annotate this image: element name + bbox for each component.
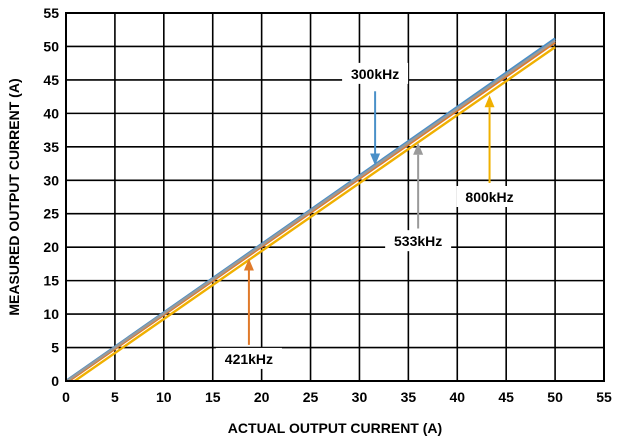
- annotation-arrowhead: [243, 258, 254, 271]
- x-tick-label: 50: [547, 389, 563, 405]
- annotation-arrowhead: [484, 95, 495, 108]
- annotation-421kHz: 421kHz: [215, 258, 282, 369]
- x-tick-label: 40: [449, 389, 465, 405]
- annotation-label-background: [456, 186, 523, 207]
- x-tick-label: 25: [303, 389, 319, 405]
- y-axis-title: MEASURED OUTPUT CURRENT (A): [6, 78, 22, 315]
- series-line-800kHz: [72, 46, 556, 381]
- annotation-300kHz: 300kHz: [342, 62, 409, 166]
- y-tick-label: 0: [51, 373, 59, 389]
- series-layer: [66, 37, 556, 381]
- annotation-arrowhead: [413, 142, 424, 155]
- x-tick-label: 5: [111, 389, 119, 405]
- y-tick-label: 40: [43, 105, 59, 121]
- series-line-533kHz: [66, 39, 556, 381]
- x-tick-label: 35: [401, 389, 417, 405]
- annotation-533kHz: 533kHz: [385, 142, 452, 252]
- y-tick-label: 35: [43, 139, 59, 155]
- annotation-label-background: [215, 347, 282, 369]
- y-tick-label: 30: [43, 172, 59, 188]
- annotation-layer: 300kHz 533kHz 800kHz 421kHz: [215, 62, 523, 369]
- x-tick-labels: 0 5 10 15 20 25 30 35 40 45 50 55: [62, 389, 612, 405]
- x-tick-label: 15: [205, 389, 221, 405]
- annotation-arrowhead: [370, 153, 381, 166]
- x-tick-label: 10: [156, 389, 172, 405]
- x-tick-label: 20: [254, 389, 270, 405]
- y-tick-labels: 0 5 10 15 20 25 30 35 40 45 50 55: [43, 5, 59, 389]
- annotation-800kHz: 800kHz: [456, 95, 523, 207]
- plot-frame: [65, 12, 605, 382]
- y-tick-label: 45: [43, 72, 59, 88]
- y-tick-label: 55: [43, 5, 59, 21]
- annotation-label-background: [385, 230, 452, 252]
- x-tick-label: 30: [352, 389, 368, 405]
- y-tick-label: 10: [43, 306, 59, 322]
- y-tick-label: 20: [43, 239, 59, 255]
- annotation-label: 421kHz: [225, 351, 273, 367]
- annotation-label: 533kHz: [394, 233, 442, 249]
- y-tick-label: 15: [43, 273, 59, 289]
- x-tick-label: 55: [596, 389, 612, 405]
- annotation-label: 800kHz: [465, 189, 513, 205]
- annotation-label: 300kHz: [351, 66, 399, 82]
- y-tick-label: 25: [43, 206, 59, 222]
- y-tick-label: 5: [51, 340, 59, 356]
- x-tick-label: 0: [62, 389, 70, 405]
- x-tick-label: 45: [498, 389, 514, 405]
- x-axis-title: ACTUAL OUTPUT CURRENT (A): [228, 420, 442, 436]
- y-tick-label: 50: [43, 38, 59, 54]
- annotation-label-background: [342, 62, 409, 84]
